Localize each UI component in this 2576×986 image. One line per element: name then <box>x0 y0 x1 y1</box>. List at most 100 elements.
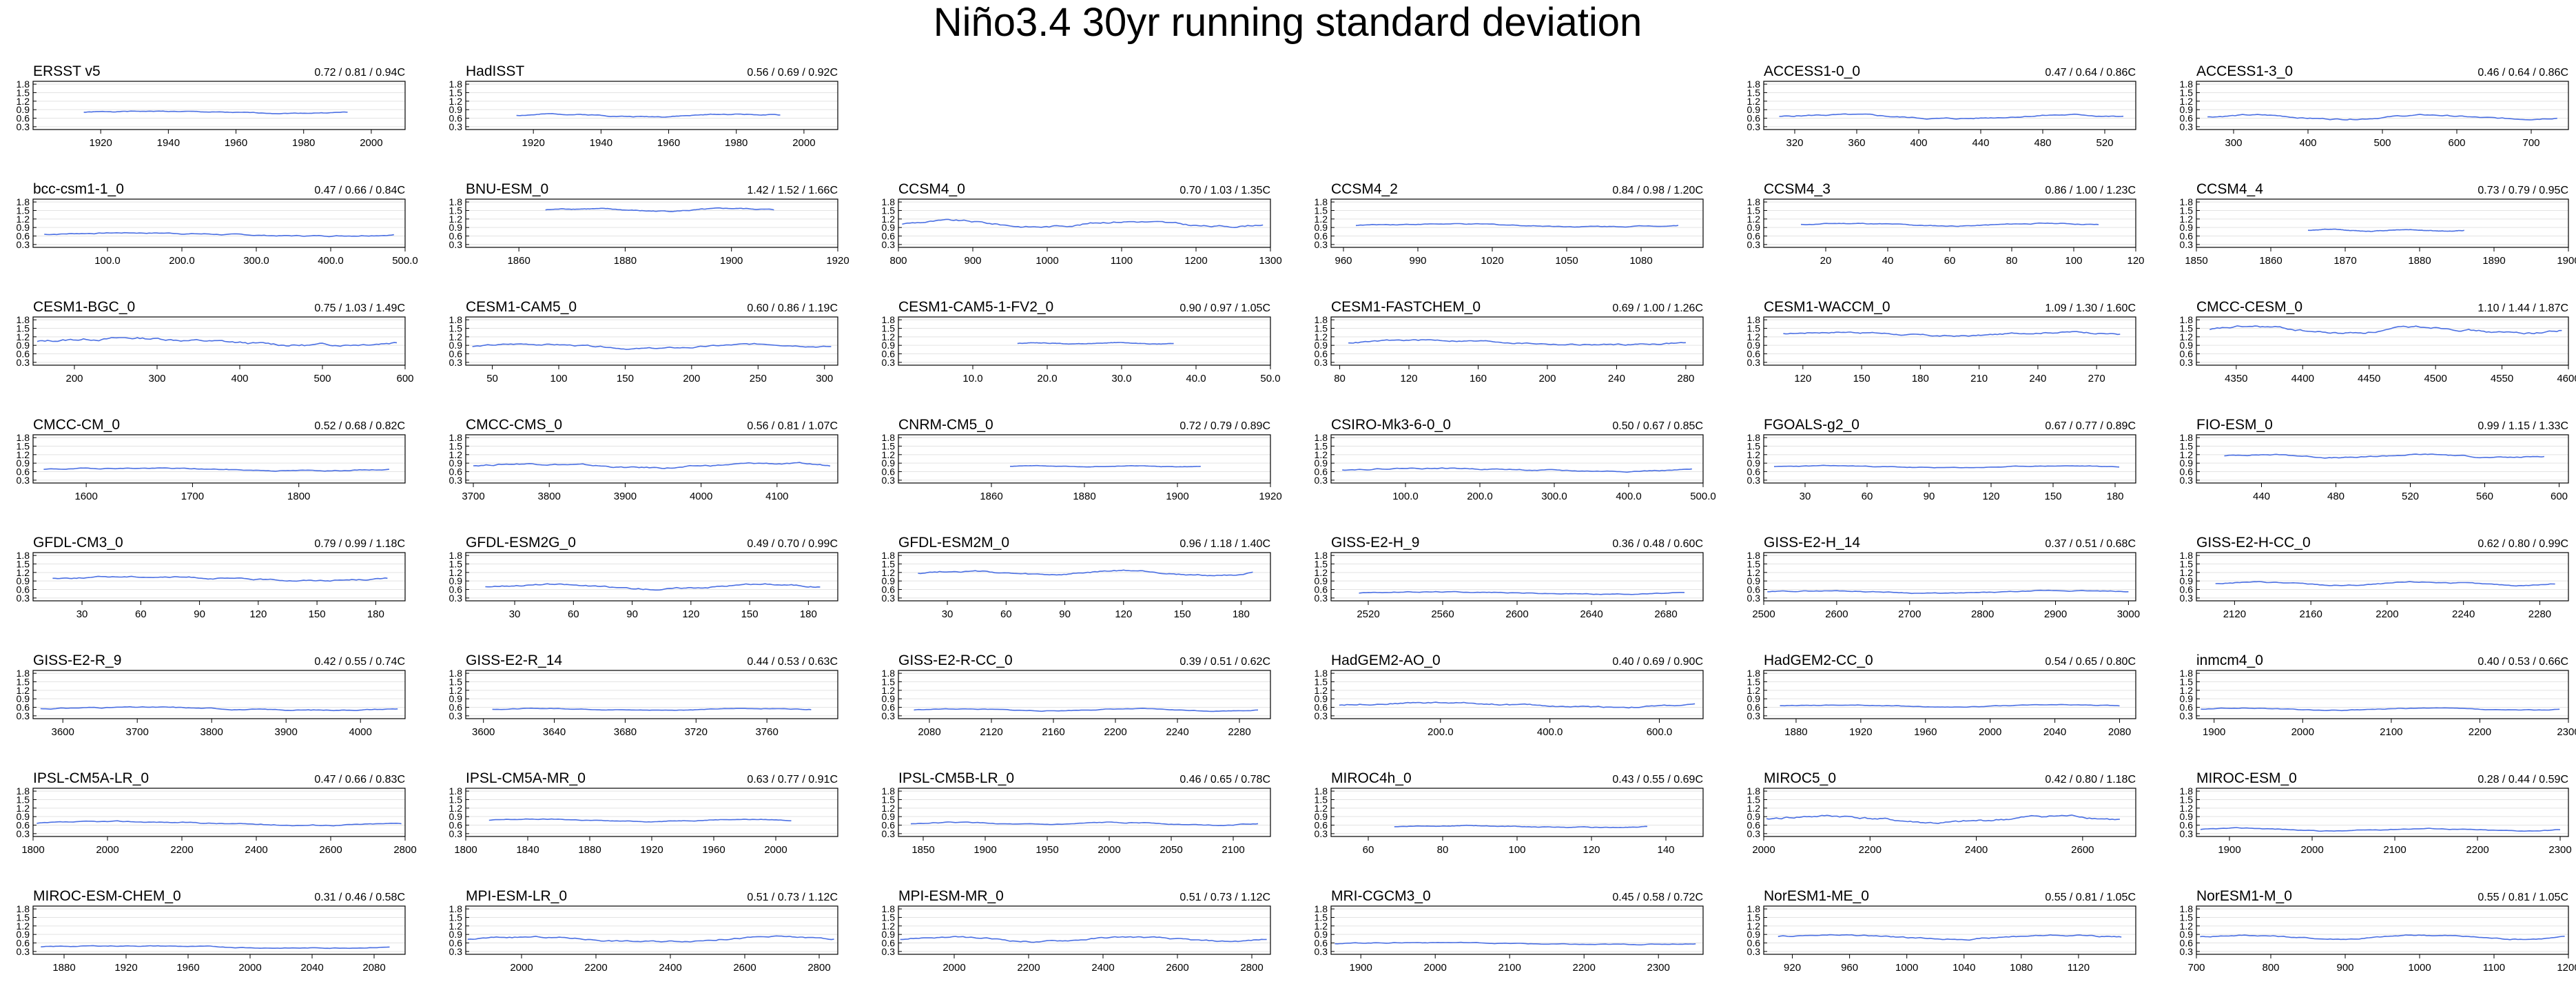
panel: NorESM1-ME_0 0.55 / 0.81 / 1.05C 0.30.60.9… <box>1747 888 2136 974</box>
panel-stats: 0.50 / 0.67 / 0.85C <box>1612 420 1703 432</box>
series-line <box>1394 824 1648 828</box>
x-tick-label: 4550 <box>2491 373 2513 384</box>
panel-title: inmcm4_0 <box>2196 653 2263 668</box>
plot-frame <box>898 670 1271 719</box>
panel-stats: 0.37 / 0.51 / 0.68C <box>2045 538 2136 550</box>
y-tick-label: 0.6 <box>17 231 30 242</box>
x-tick-label: 2200 <box>170 844 193 856</box>
x-tick-label: 120 <box>1115 608 1132 620</box>
y-tick-label: 1.5 <box>1747 794 1761 805</box>
panel-stats: 0.52 / 0.68 / 0.82C <box>314 420 405 432</box>
y-tick-label: 1.5 <box>17 205 30 216</box>
y-tick-label: 0.9 <box>882 458 896 469</box>
y-tick-label: 0.6 <box>882 231 896 242</box>
x-tick-label: 1890 <box>2482 255 2505 267</box>
plot-frame <box>1330 670 1704 719</box>
x-tick-label: 3640 <box>543 726 566 738</box>
x-tick-label: 180 <box>2106 491 2123 502</box>
y-tick-label: 1.5 <box>17 912 30 923</box>
y-tick-label: 1.2 <box>1315 567 1328 578</box>
x-tick-label: 320 <box>1786 137 1803 149</box>
y-tick-label: 0.6 <box>1747 349 1761 360</box>
panel-stats: 0.56 / 0.69 / 0.92C <box>747 67 838 79</box>
x-tick-label: 2400 <box>1965 844 1988 856</box>
panel-stats: 0.63 / 0.77 / 0.91C <box>747 774 838 785</box>
plot-frame <box>32 316 406 366</box>
x-tick-label: 1960 <box>1914 726 1937 738</box>
y-tick-label: 0.3 <box>2180 593 2194 604</box>
y-tick-label: 1.2 <box>17 803 30 814</box>
x-tick-label: 2800 <box>393 844 416 856</box>
y-tick-label: 1.5 <box>17 440 30 451</box>
y-tick-label: 0.9 <box>882 222 896 233</box>
x-tick-label: 3000 <box>2117 608 2140 620</box>
x-tick-label: 20.0 <box>1037 373 1057 384</box>
y-tick-label: 1.2 <box>1315 921 1328 932</box>
x-tick-label: 2600 <box>1505 608 1528 620</box>
x-tick-label: 1860 <box>980 491 1002 502</box>
y-tick-label: 1.8 <box>1747 785 1761 797</box>
y-tick-label: 0.6 <box>449 584 463 595</box>
panel-title: CESM1-CAM5-1-FV2_0 <box>898 299 1053 315</box>
panel-stats: 1.09 / 1.30 / 1.60C <box>2045 302 2136 314</box>
y-tick-label: 1.8 <box>1315 196 1328 207</box>
x-tick-label: 4000 <box>349 726 372 738</box>
y-tick-label: 1.5 <box>449 440 463 451</box>
x-tick-label: 200.0 <box>1428 726 1454 738</box>
y-tick-label: 1.8 <box>2180 79 2194 90</box>
y-tick-label: 1.5 <box>449 912 463 923</box>
plot-frame <box>32 198 406 248</box>
series-line <box>1342 467 1692 473</box>
y-tick-label: 0.6 <box>882 349 896 360</box>
x-tick-label: 2160 <box>1042 726 1064 738</box>
y-tick-label: 1.8 <box>882 314 896 325</box>
y-tick-label: 1.8 <box>1747 550 1761 561</box>
y-tick-label: 1.2 <box>1315 449 1328 460</box>
y-tick-label: 0.3 <box>882 357 896 368</box>
panel-stats: 0.51 / 0.73 / 1.12C <box>747 892 838 903</box>
plot-frame <box>465 316 838 366</box>
series-line <box>914 708 1259 712</box>
panel-title: GISS-E2-R_14 <box>466 653 562 668</box>
x-tick-label: 600.0 <box>1647 726 1673 738</box>
y-tick-label: 0.9 <box>1747 693 1761 704</box>
panel: CESM1-FASTCHEM_0 0.69 / 1.00 / 1.26C0.30.… <box>1315 299 1704 384</box>
panel-stats: 1.10 / 1.44 / 1.87C <box>2477 302 2568 314</box>
y-tick-label: 0.3 <box>17 239 30 250</box>
x-tick-label: 2400 <box>1091 962 1114 974</box>
panel-stats: 0.42 / 0.80 / 1.18C <box>2045 774 2136 785</box>
x-tick-label: 210 <box>1970 373 1988 384</box>
x-tick-label: 140 <box>1657 844 1674 856</box>
x-tick-label: 1900 <box>2218 844 2240 856</box>
y-tick-label: 0.9 <box>1315 693 1328 704</box>
x-tick-label: 60 <box>1944 255 1956 267</box>
x-tick-label: 1900 <box>2557 255 2576 267</box>
y-tick-label: 1.5 <box>2180 676 2194 687</box>
x-tick-label: 2000 <box>2300 844 2323 856</box>
x-tick-label: 400.0 <box>1537 726 1563 738</box>
x-tick-label: 1800 <box>287 491 310 502</box>
panel-stats: 0.96 / 1.18 / 1.40C <box>1179 538 1270 550</box>
plot-frame <box>1763 670 2136 719</box>
panel: GFDL-ESM2M_0 0.96 / 1.18 / 1.40C 0.30.60.9… <box>882 535 1271 620</box>
y-tick-label: 0.6 <box>1315 466 1328 477</box>
x-tick-label: 200 <box>1538 373 1556 384</box>
x-tick-label: 2100 <box>1222 844 1244 856</box>
series-line <box>467 935 834 943</box>
y-tick-label: 0.3 <box>1315 475 1328 486</box>
series-line <box>1783 331 2121 338</box>
y-tick-label: 1.2 <box>449 214 463 225</box>
x-tick-label: 1960 <box>176 962 199 974</box>
panel: CCSM4_2 0.84 / 0.98 / 1.20C0.30.60.91.21.… <box>1315 181 1704 267</box>
x-tick-label: 1900 <box>720 255 743 267</box>
y-tick-label: 1.5 <box>1747 676 1761 687</box>
y-tick-label: 1.2 <box>449 685 463 696</box>
y-tick-label: 1.5 <box>1747 558 1761 569</box>
y-tick-label: 1.8 <box>449 550 463 561</box>
plot-frame <box>1330 434 1704 484</box>
y-tick-label: 1.5 <box>882 322 896 333</box>
y-tick-label: 1.2 <box>882 567 896 578</box>
y-tick-label: 1.8 <box>2180 785 2194 797</box>
panel: CNRM-CM5_0 0.72 / 0.79 / 0.89C0.30.60.91.… <box>882 417 1282 502</box>
x-tick-label: 20 <box>1820 255 1832 267</box>
